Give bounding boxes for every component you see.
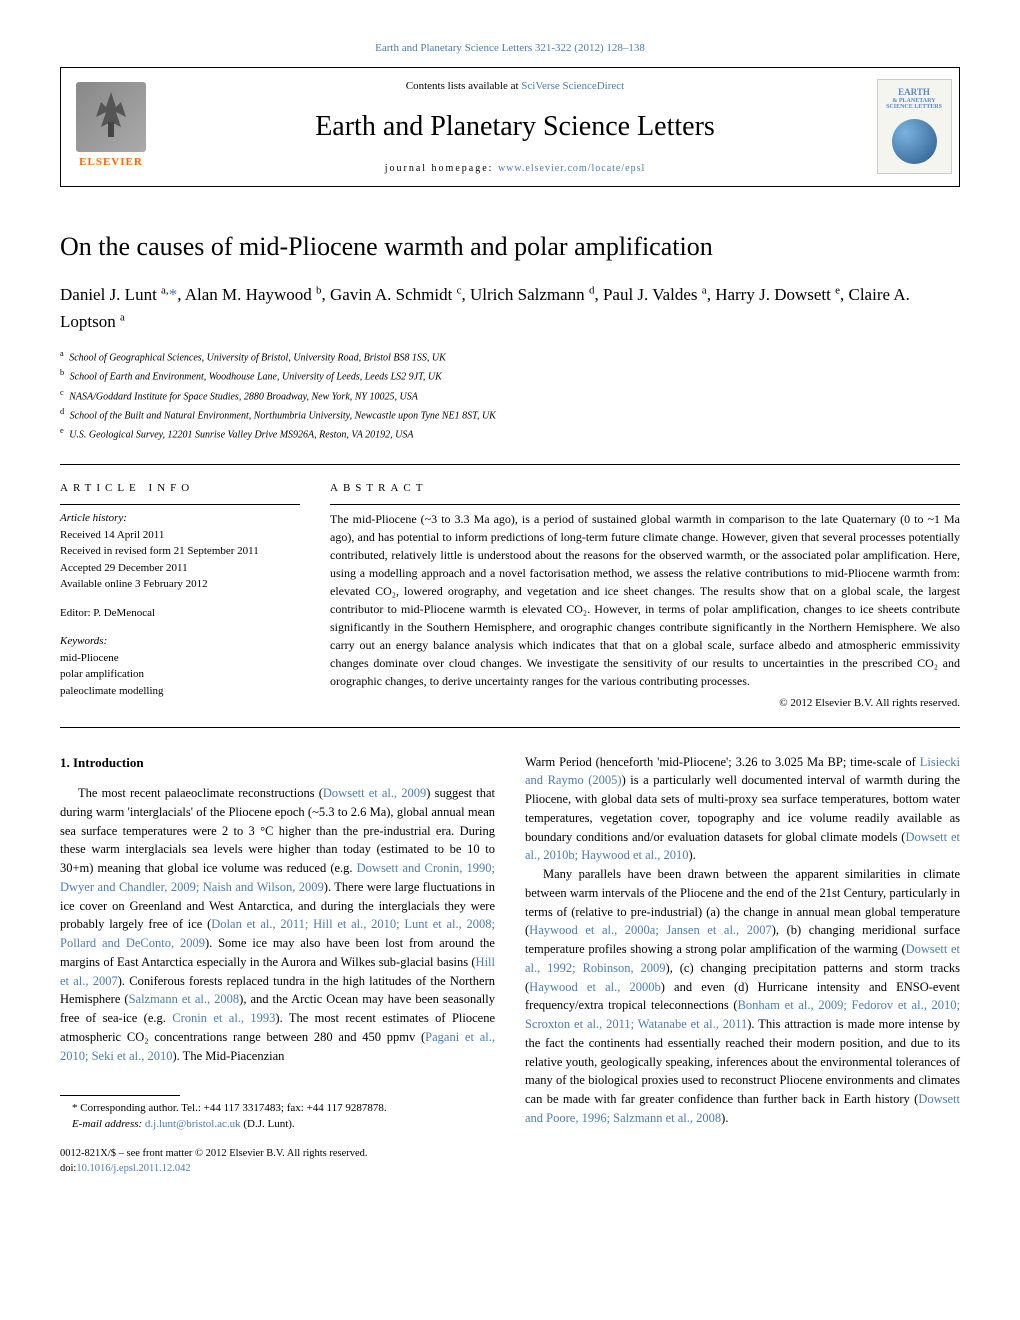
cover-planet-icon <box>892 119 937 164</box>
abstract-column: ABSTRACT The mid-Pliocene (~3 to 3.3 Ma … <box>330 480 960 712</box>
ref-link[interactable]: Dowsett et al., 2009 <box>323 786 426 800</box>
citation-link[interactable]: Earth and Planetary Science Letters 321-… <box>375 42 645 54</box>
article-info: ARTICLE INFO Article history: Received 1… <box>60 480 300 712</box>
divider <box>60 727 960 728</box>
ref-link[interactable]: Haywood et al., 2000b <box>529 980 661 994</box>
received-date: Received 14 April 2011 <box>60 527 300 544</box>
ref-link[interactable]: Salzmann et al., 2008 <box>129 992 240 1006</box>
keywords-label: Keywords: <box>60 633 300 650</box>
sciencedirect-link[interactable]: SciVerse ScienceDirect <box>521 80 624 92</box>
abstract-text: The mid-Pliocene (~3 to 3.3 Ma ago), is … <box>330 510 960 690</box>
copyright: © 2012 Elsevier B.V. All rights reserved… <box>330 695 960 712</box>
journal-name: Earth and Planetary Science Letters <box>181 106 849 148</box>
right-column: Warm Period (henceforth 'mid-Pliocene'; … <box>525 753 960 1177</box>
email-link[interactable]: d.j.lunt@bristol.ac.uk <box>145 1118 241 1130</box>
history-label: Article history: <box>60 510 300 527</box>
abstract-heading: ABSTRACT <box>330 480 960 497</box>
header-center: Contents lists available at SciVerse Sci… <box>161 68 869 186</box>
section-heading: 1. Introduction <box>60 753 495 773</box>
left-column: 1. Introduction The most recent palaeocl… <box>60 753 495 1177</box>
revised-date: Received in revised form 21 September 20… <box>60 543 300 560</box>
cover-text: EARTH & PLANETARY SCIENCE LETTERS <box>886 88 942 111</box>
body-columns: 1. Introduction The most recent palaeocl… <box>60 753 960 1177</box>
footnote-section: * Corresponding author. Tel.: +44 117 33… <box>60 1095 495 1176</box>
body-paragraph: Many parallels have been drawn between t… <box>525 865 960 1128</box>
elsevier-label: ELSEVIER <box>79 154 143 171</box>
elsevier-logo: ELSEVIER <box>61 68 161 186</box>
info-heading: ARTICLE INFO <box>60 480 300 497</box>
cover-thumbnail: EARTH & PLANETARY SCIENCE LETTERS <box>877 79 952 174</box>
ref-link[interactable]: Cronin et al., 1993 <box>172 1011 275 1025</box>
citation-header: Earth and Planetary Science Letters 321-… <box>60 40 960 57</box>
keyword: mid-Pliocene <box>60 650 300 667</box>
homepage-line: journal homepage: www.elsevier.com/locat… <box>181 161 849 176</box>
online-date: Available online 3 February 2012 <box>60 576 300 593</box>
homepage-link[interactable]: www.elsevier.com/locate/epsl <box>498 163 645 174</box>
authors-list: Daniel J. Lunt a,*, Alan M. Haywood b, G… <box>60 281 960 335</box>
body-paragraph: The most recent palaeoclimate reconstruc… <box>60 784 495 1065</box>
corresp-marker[interactable]: * <box>169 285 178 304</box>
doi-link[interactable]: 10.1016/j.epsl.2011.12.042 <box>76 1163 190 1174</box>
elsevier-tree-icon <box>76 82 146 152</box>
issn-doi: 0012-821X/$ – see front matter © 2012 El… <box>60 1147 495 1176</box>
divider <box>60 464 960 465</box>
accepted-date: Accepted 29 December 2011 <box>60 560 300 577</box>
body-paragraph: Warm Period (henceforth 'mid-Pliocene'; … <box>525 753 960 866</box>
keyword: polar amplification <box>60 666 300 683</box>
article-title: On the causes of mid-Pliocene warmth and… <box>60 227 960 266</box>
info-abstract-row: ARTICLE INFO Article history: Received 1… <box>60 480 960 712</box>
contents-line: Contents lists available at SciVerse Sci… <box>181 78 849 95</box>
corresp-footnote: * Corresponding author. Tel.: +44 117 33… <box>60 1101 495 1116</box>
journal-cover: EARTH & PLANETARY SCIENCE LETTERS <box>869 68 959 186</box>
journal-header-box: ELSEVIER Contents lists available at Sci… <box>60 67 960 187</box>
ref-link[interactable]: Haywood et al., 2000a; Jansen et al., 20… <box>529 923 772 937</box>
editor-info: Editor: P. DeMenocal <box>60 605 300 622</box>
keyword: paleoclimate modelling <box>60 683 300 700</box>
affiliations: a School of Geographical Sciences, Unive… <box>60 347 960 444</box>
email-footnote: E-mail address: d.j.lunt@bristol.ac.uk (… <box>60 1117 495 1132</box>
